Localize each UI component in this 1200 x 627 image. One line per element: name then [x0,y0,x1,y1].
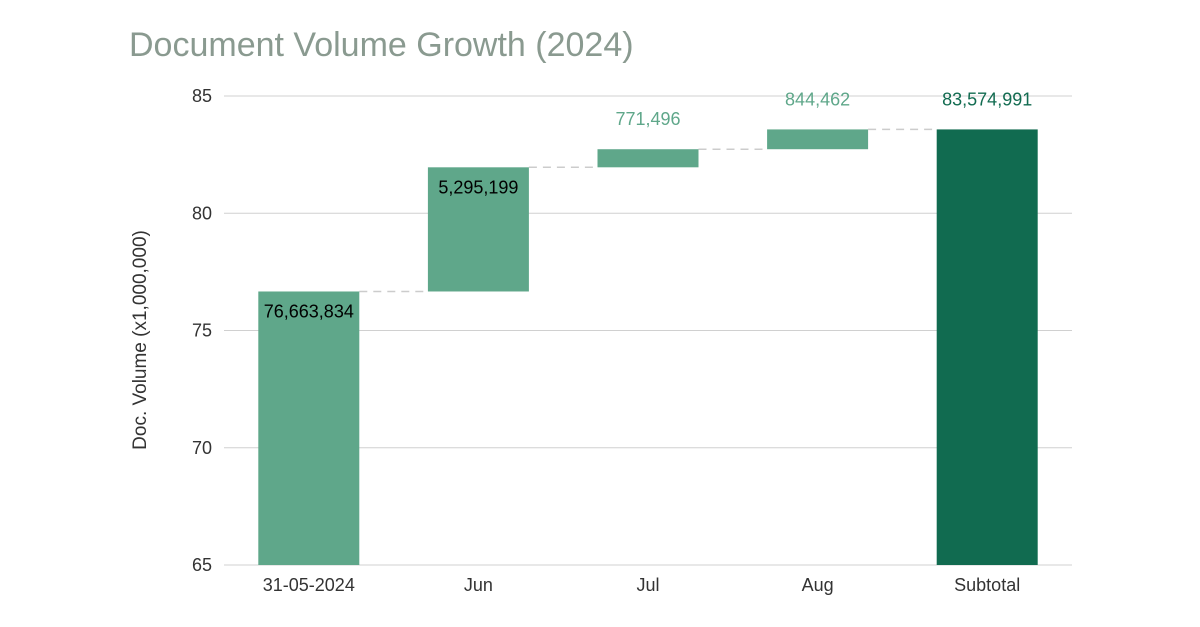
y-tick-label: 70 [192,438,212,458]
data-label: 5,295,199 [438,177,518,197]
chart-title: Document Volume Growth (2024) [129,26,634,64]
x-tick-label: Jun [464,575,493,595]
x-tick-label: Aug [802,575,834,595]
y-tick-label: 75 [192,321,212,341]
bar-aug [767,129,869,150]
x-tick-label: Subtotal [954,575,1020,595]
data-label: 76,663,834 [264,301,354,321]
data-label: 771,496 [615,109,680,129]
y-tick-label: 65 [192,555,212,575]
bar-jun [427,167,529,292]
x-axis-ticks: 31-05-2024 Jun Jul Aug Subtotal [263,575,1020,595]
y-axis-ticks: 65 70 75 80 85 [192,86,212,575]
data-label: 83,574,991 [942,89,1032,109]
bar-jul [597,149,699,168]
bar-subtotal [936,129,1038,566]
data-labels: 76,663,834 5,295,199 771,496 844,462 83,574,… [264,89,1032,321]
x-tick-label: 31-05-2024 [263,575,355,595]
bars [258,129,1038,566]
connector-lines [359,128,937,293]
x-tick-label: Jul [636,575,659,595]
y-axis-label: Doc. Volume (x1,000,000) [130,230,151,450]
gridlines [224,95,1072,566]
bar-31-05-2024 [258,291,360,565]
y-tick-label: 85 [192,86,212,106]
y-tick-label: 80 [192,203,212,223]
data-label: 844,462 [785,89,850,109]
